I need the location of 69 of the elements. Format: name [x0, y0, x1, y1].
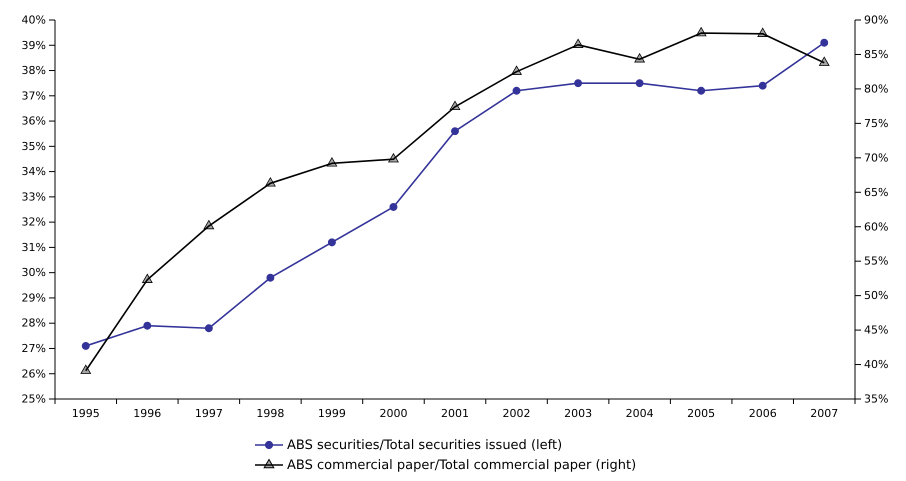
y2-tick-label: 80% [864, 82, 888, 96]
x-tick-label: 2004 [626, 406, 654, 420]
y2-tick-label: 60% [864, 220, 888, 234]
y2-tick-label: 75% [864, 116, 888, 130]
x-tick-label: 2006 [748, 406, 777, 420]
x-tick-label: 2001 [441, 406, 469, 420]
point [450, 100, 460, 110]
y2-tick-label: 65% [864, 186, 888, 199]
y2-tick-label: 55% [864, 254, 888, 268]
y2-tick-label: 85% [864, 48, 888, 61]
x-tick-label: 2007 [810, 406, 838, 420]
point [265, 177, 276, 186]
point [82, 342, 90, 350]
y-tick-label: 30% [22, 266, 46, 280]
y-tick-label: 31% [22, 240, 46, 254]
y-tick-label: 38% [22, 64, 46, 78]
point [388, 153, 399, 162]
x-tick-label: 1999 [318, 406, 346, 420]
point [820, 38, 828, 47]
y2-tick-label: 45% [864, 324, 888, 337]
point [634, 53, 645, 62]
point [143, 322, 152, 330]
y-tick-label: 40% [22, 14, 46, 27]
y-tick-label: 37% [22, 89, 46, 102]
point [819, 56, 830, 66]
point [142, 274, 153, 283]
point [512, 86, 521, 95]
y-tick-label: 27% [22, 342, 46, 355]
y2-tick-label: 40% [864, 358, 888, 372]
point [697, 86, 706, 95]
point [758, 82, 767, 90]
point [389, 203, 398, 211]
point [328, 238, 336, 246]
x-tick-label: 1997 [194, 406, 223, 420]
x-tick-label: 2000 [379, 406, 408, 420]
point [204, 324, 213, 332]
point [696, 27, 706, 36]
point [574, 79, 582, 88]
point [326, 157, 338, 167]
point [80, 364, 91, 374]
point [204, 220, 214, 230]
legend-label: ABS commercial paper/Total commercial paper (right) [287, 458, 636, 473]
x-tick-label: 1998 [256, 406, 284, 420]
x-tick-label: 2003 [564, 406, 592, 420]
point [266, 274, 274, 282]
y-tick-label: 36% [22, 114, 46, 128]
point [636, 79, 644, 88]
y-tick-label: 35% [22, 140, 46, 153]
point [511, 66, 522, 75]
x-tick-label: 1995 [72, 406, 100, 420]
y2-tick-label: 50% [864, 289, 888, 302]
y-tick-label: 26% [22, 367, 46, 380]
y2-tick-label: 70% [864, 151, 888, 164]
x-tick-label: 1996 [133, 406, 162, 420]
legend-label: ABS securities/Total securities issued (left) [287, 438, 562, 453]
y2-tick-label: 90% [864, 14, 888, 27]
point [757, 28, 768, 37]
y-tick-label: 33% [22, 190, 46, 204]
point [451, 127, 459, 136]
x-tick-label: 2002 [502, 406, 531, 420]
y-tick-label: 28% [22, 316, 46, 330]
y2-tick-label: 35% [864, 392, 888, 406]
y-tick-label: 25% [22, 392, 46, 406]
y-tick-label: 29% [22, 291, 46, 304]
point [572, 38, 584, 48]
x-tick-label: 2005 [687, 406, 716, 420]
y-tick-label: 34% [22, 165, 46, 178]
y-tick-label: 32% [22, 216, 46, 229]
y-tick-label: 39% [22, 38, 46, 52]
